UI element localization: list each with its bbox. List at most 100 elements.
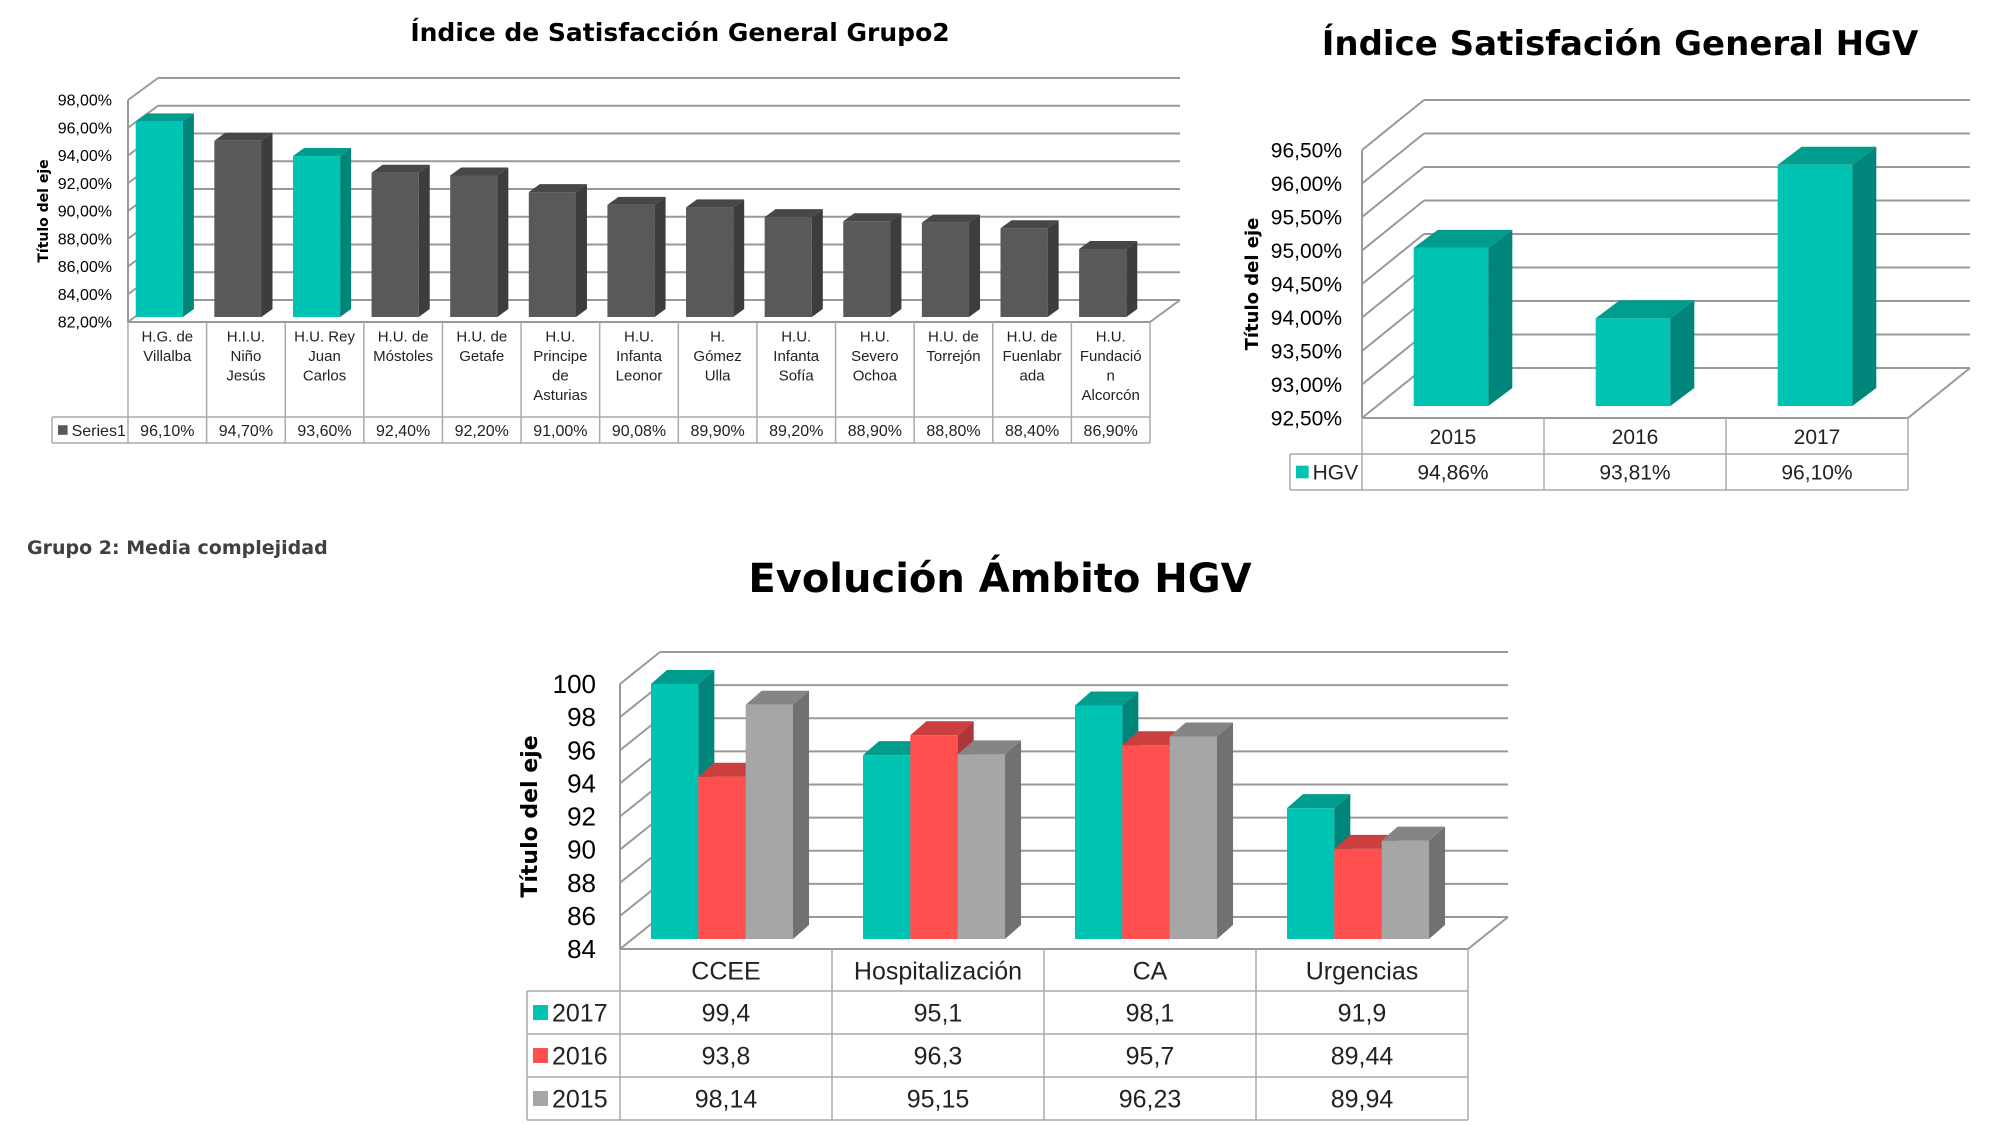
bar-front	[686, 207, 734, 317]
bar-top	[843, 213, 902, 222]
y-tick-label: 95,00%	[1271, 240, 1342, 263]
y-axis-title: Título del eje	[36, 159, 52, 262]
side-wall-line	[1361, 300, 1425, 352]
y-axis-title: Título del eje	[518, 735, 543, 897]
category-label: H.U.	[860, 329, 890, 346]
y-tick-label: 98,00%	[58, 93, 112, 110]
bar-top	[686, 199, 745, 208]
y-tick-label: 96,00%	[1271, 173, 1342, 196]
bar	[1169, 722, 1234, 939]
y-tick-label: 94,00%	[58, 148, 112, 165]
side-wall-line	[1361, 166, 1425, 218]
side-wall-line	[1361, 266, 1425, 319]
bar-top	[607, 196, 666, 205]
bar-front	[1334, 848, 1382, 939]
category-label: ada	[1020, 368, 1046, 385]
category-label: H.U. Rey	[294, 329, 355, 346]
side-wall-line	[1361, 367, 1425, 419]
category-label: Sofía	[779, 368, 815, 385]
bar-side	[497, 167, 509, 317]
side-wall-line	[619, 651, 661, 685]
bar-front	[910, 735, 958, 939]
y-tick-label: 93,00%	[1271, 374, 1342, 397]
data-label: 96,10%	[140, 423, 194, 440]
category-label: Hospitalización	[854, 958, 1022, 986]
legend-label: HGV	[1313, 462, 1359, 485]
bar-top	[745, 690, 810, 705]
y-tick-label: 88	[567, 868, 596, 898]
category-label: Asturias	[533, 387, 587, 404]
bar-front	[1169, 736, 1218, 939]
data-label: 89,90%	[690, 423, 744, 440]
bar-top	[764, 209, 823, 218]
category-label: 2017	[1794, 426, 1841, 449]
legend-swatch	[533, 1005, 548, 1020]
y-tick-label: 84	[567, 934, 596, 964]
data-label: 92,40%	[376, 423, 430, 440]
category-label: H.U. de	[456, 329, 507, 346]
bar-top	[1286, 794, 1351, 809]
bar-top	[1169, 722, 1234, 737]
legend-label: 2015	[552, 1086, 608, 1114]
bar-front	[698, 776, 746, 939]
bar	[1079, 241, 1138, 317]
bar-front	[1079, 249, 1127, 317]
bar-side	[261, 132, 273, 317]
data-label: 88,90%	[848, 423, 902, 440]
bar-side	[1126, 241, 1138, 317]
bar-side	[1047, 220, 1059, 317]
bar-top	[1777, 146, 1877, 165]
category-label: Niño	[230, 348, 261, 365]
y-tick-label: 93,50%	[1271, 340, 1342, 363]
data-label: 88,40%	[1005, 423, 1059, 440]
data-label: 93,60%	[297, 423, 351, 440]
bar-front	[528, 192, 576, 317]
chart-title-grupo2: Índice de Satisfacción General Grupo2	[410, 18, 950, 47]
chart-title-evolucion: Evolución Ámbito HGV	[748, 556, 1252, 602]
bar-front	[214, 140, 262, 317]
bar-side	[654, 196, 666, 317]
bar-side	[1429, 826, 1446, 939]
bar-top	[292, 148, 352, 157]
bar-front	[650, 683, 699, 939]
group-note: Grupo 2: Media complejidad	[27, 537, 328, 559]
bar-side	[890, 213, 902, 317]
bar-front	[1595, 318, 1671, 406]
bar-side	[1488, 229, 1513, 406]
data-label: 93,81%	[1599, 462, 1670, 485]
bar-top	[1074, 691, 1139, 706]
category-label: Móstoles	[373, 348, 433, 365]
category-label: Ulla	[705, 368, 731, 385]
data-label: 86,90%	[1084, 423, 1138, 440]
y-tick-label: 94	[567, 768, 596, 798]
y-tick-label: 92,00%	[58, 176, 112, 193]
y-tick-label: 94,50%	[1271, 273, 1342, 296]
y-tick-label: 90,00%	[58, 204, 112, 221]
bar	[843, 213, 902, 317]
data-label: 90,08%	[612, 423, 666, 440]
legend-swatch	[58, 425, 68, 435]
bar-side	[340, 148, 352, 317]
bar	[371, 164, 430, 317]
bar-top	[214, 132, 273, 141]
bar-front	[843, 221, 891, 317]
legend-label: Series1	[72, 423, 126, 440]
bar	[1000, 220, 1059, 317]
bar-top	[910, 721, 974, 736]
category-label: Carlos	[303, 368, 346, 385]
category-label: H.U.	[1096, 329, 1126, 346]
bar	[1413, 229, 1513, 406]
category-label: Torrejón	[926, 348, 980, 365]
y-tick-label: 82,00%	[58, 315, 112, 332]
legend-swatch	[1296, 465, 1309, 479]
y-tick-label: 96	[567, 735, 596, 765]
category-label: Urgencias	[1306, 958, 1419, 986]
data-label: 98,1	[1126, 1000, 1175, 1028]
category-label: H.U. de	[1007, 329, 1058, 346]
data-label: 98,14	[695, 1086, 758, 1114]
bar-side	[182, 113, 194, 317]
side-wall-line	[1361, 199, 1425, 252]
bar-side	[969, 214, 981, 317]
bar	[686, 199, 745, 317]
bar	[1777, 146, 1877, 407]
